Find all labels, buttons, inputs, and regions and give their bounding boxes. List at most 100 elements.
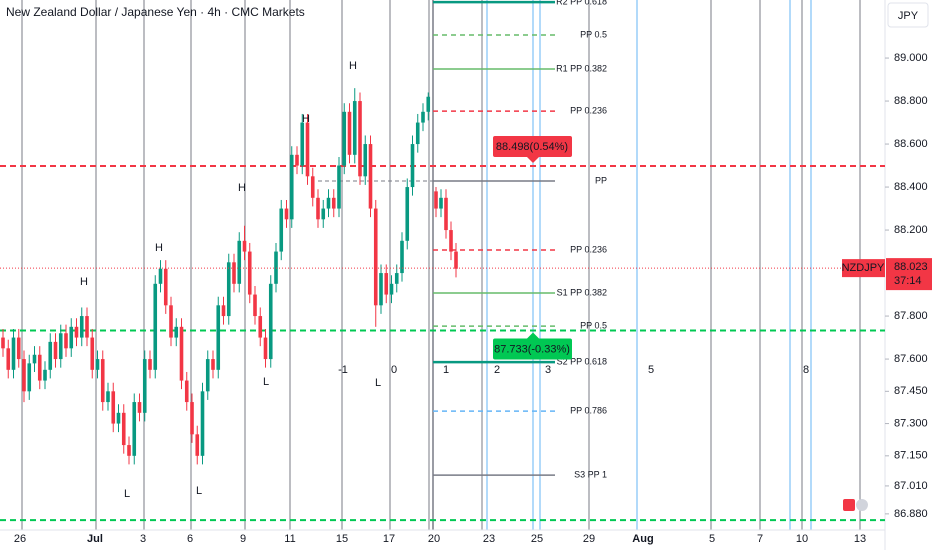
y-tick-label: 87.600 (894, 353, 928, 365)
candle-body (263, 337, 268, 360)
swing-marker: H (80, 276, 88, 288)
candle-body (53, 341, 58, 360)
x-tick-label: 7 (757, 533, 763, 545)
last-price-label: 88.023 (894, 261, 928, 273)
y-tick-label: 89.000 (894, 52, 928, 64)
symbol-tag (842, 259, 885, 278)
pivot-label: R1 PP 0.382 (556, 63, 607, 73)
x-tick-label: 13 (854, 533, 866, 545)
y-tick-label: 88.400 (894, 181, 928, 193)
fib-time-label: 2 (494, 364, 500, 376)
swing-marker: H (349, 60, 357, 72)
x-tick-label: 29 (583, 533, 595, 545)
x-tick-label: 10 (796, 533, 808, 545)
swing-marker: H (302, 113, 310, 125)
candle-body (179, 326, 184, 381)
pivot-label: R2 PP 0.618 (556, 0, 607, 7)
candle-body (58, 333, 63, 360)
candle-body (64, 333, 68, 349)
candle-body (32, 354, 37, 364)
candle-body (153, 283, 158, 370)
fib-time-label: 1 (443, 364, 449, 376)
candle-body (211, 359, 215, 370)
candle-body (405, 187, 410, 241)
candle-body (394, 273, 399, 284)
alert-arrow (527, 332, 539, 339)
icon (843, 499, 855, 511)
candle-body (137, 402, 142, 413)
x-tick-label: 3 (140, 533, 146, 545)
chart-title: New Zealand Dollar / Japanese Yen · 4h ·… (6, 5, 305, 19)
symbol-label: NZDJPY (842, 262, 885, 274)
candle-body (205, 359, 210, 392)
candle-body (190, 402, 194, 435)
icon (856, 499, 868, 511)
candle-body (6, 348, 11, 370)
candle-body (169, 305, 173, 338)
candle-body (163, 268, 168, 306)
swing-marker: H (155, 242, 163, 254)
candle-body (421, 111, 425, 123)
drawing-lines (21, 0, 861, 530)
candle-body (434, 191, 438, 209)
candle-body (216, 305, 221, 370)
price-tag (886, 258, 932, 291)
candle-body (284, 208, 289, 220)
candle-body (347, 111, 352, 155)
candle-body (415, 122, 420, 145)
fib-time-label: 8 (803, 364, 809, 376)
countdown: 37:14 (894, 275, 922, 287)
candle-body (253, 294, 257, 317)
candle-body (352, 101, 357, 155)
swing-marker: L (263, 376, 269, 388)
candle-body (106, 391, 110, 403)
y-tick-label: 87.150 (894, 450, 928, 462)
y-tick-label: 87.450 (894, 385, 928, 397)
x-tick-label: 23 (483, 533, 495, 545)
candle-body (373, 208, 378, 306)
x-tick-label: 9 (240, 533, 246, 545)
x-tick-label: Jul (87, 533, 103, 545)
swing-marker: H (238, 182, 246, 194)
candle-body (426, 96, 431, 112)
candle-body (226, 262, 231, 317)
candle-body (384, 273, 389, 295)
x-tick-label: 26 (14, 533, 26, 545)
candle-body (449, 230, 453, 252)
candle-body (342, 111, 347, 166)
candle-body (95, 359, 100, 370)
pivot-label: PP 0.5 (580, 29, 607, 39)
candle-body (116, 412, 121, 424)
candle-body (400, 240, 404, 274)
fib-time-label: 5 (648, 364, 654, 376)
x-tick-label: 20 (428, 533, 440, 545)
candle-body (132, 402, 137, 456)
candle-body (111, 391, 116, 424)
currency-button[interactable] (887, 2, 929, 28)
candle-body (127, 445, 131, 456)
candle-body (16, 337, 21, 360)
candle-body (321, 208, 326, 220)
alert-tag (493, 338, 572, 360)
candle-body (142, 359, 147, 413)
fib-time-label: 0 (391, 364, 397, 376)
x-tick-label: 17 (383, 533, 395, 545)
candle-body (279, 208, 284, 252)
candle-body (410, 144, 415, 188)
candle-body (48, 341, 53, 370)
fib-time-label: 3 (545, 364, 551, 376)
candle-body (27, 363, 32, 392)
candle-body (221, 305, 226, 317)
x-tick-label: 6 (187, 533, 193, 545)
candle-body (79, 316, 84, 338)
pivot-label: PP 0.786 (570, 405, 607, 415)
alert-label: 87.733(-0.33%) (494, 343, 570, 355)
candle-body (74, 326, 79, 338)
swing-marker: L (196, 485, 202, 497)
currency[interactable]: JPY (898, 10, 919, 22)
candle-body (100, 359, 105, 403)
pivot-label: S2 PP 0.618 (557, 356, 607, 366)
candle-body (316, 197, 320, 220)
candle-body (337, 165, 341, 209)
